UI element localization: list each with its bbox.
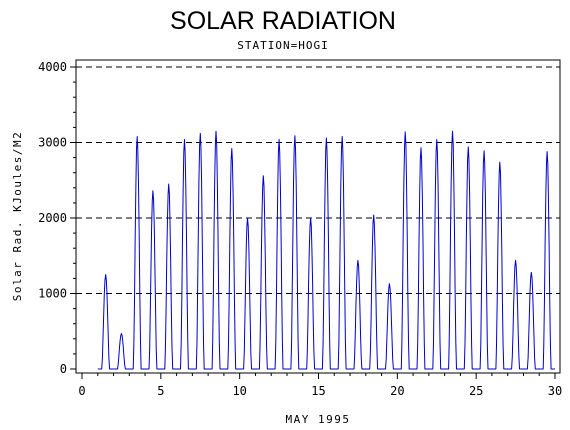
- y-tick-label: 3000: [38, 136, 67, 150]
- y-tick-label: 4000: [38, 60, 67, 74]
- x-tick-label: 0: [78, 384, 85, 398]
- x-tick-label: 10: [232, 384, 246, 398]
- x-tick-label: 15: [311, 384, 325, 398]
- x-tick-label: 30: [548, 384, 562, 398]
- x-axis: 0 5 10 15 20 25 30: [78, 373, 562, 398]
- x-tick-label: 5: [157, 384, 164, 398]
- x-tick-label: 20: [390, 384, 404, 398]
- y-tick-label: 0: [60, 362, 67, 376]
- y-tick-label: 1000: [38, 287, 67, 301]
- series-layer: [97, 130, 555, 370]
- x-tick-label: 25: [469, 384, 483, 398]
- x-axis-label: MAY 1995: [286, 413, 351, 426]
- y-axis-label: Solar Rad. KJoules/M2: [11, 131, 24, 302]
- gridlines: [76, 66, 560, 294]
- y-axis: 0 1000 2000 3000 4000: [38, 60, 76, 376]
- chart-subtitle: STATION=HOGI: [237, 39, 328, 52]
- series-line: [97, 130, 555, 370]
- y-tick-label: 2000: [38, 211, 67, 225]
- chart-title: SOLAR RADIATION: [170, 7, 396, 35]
